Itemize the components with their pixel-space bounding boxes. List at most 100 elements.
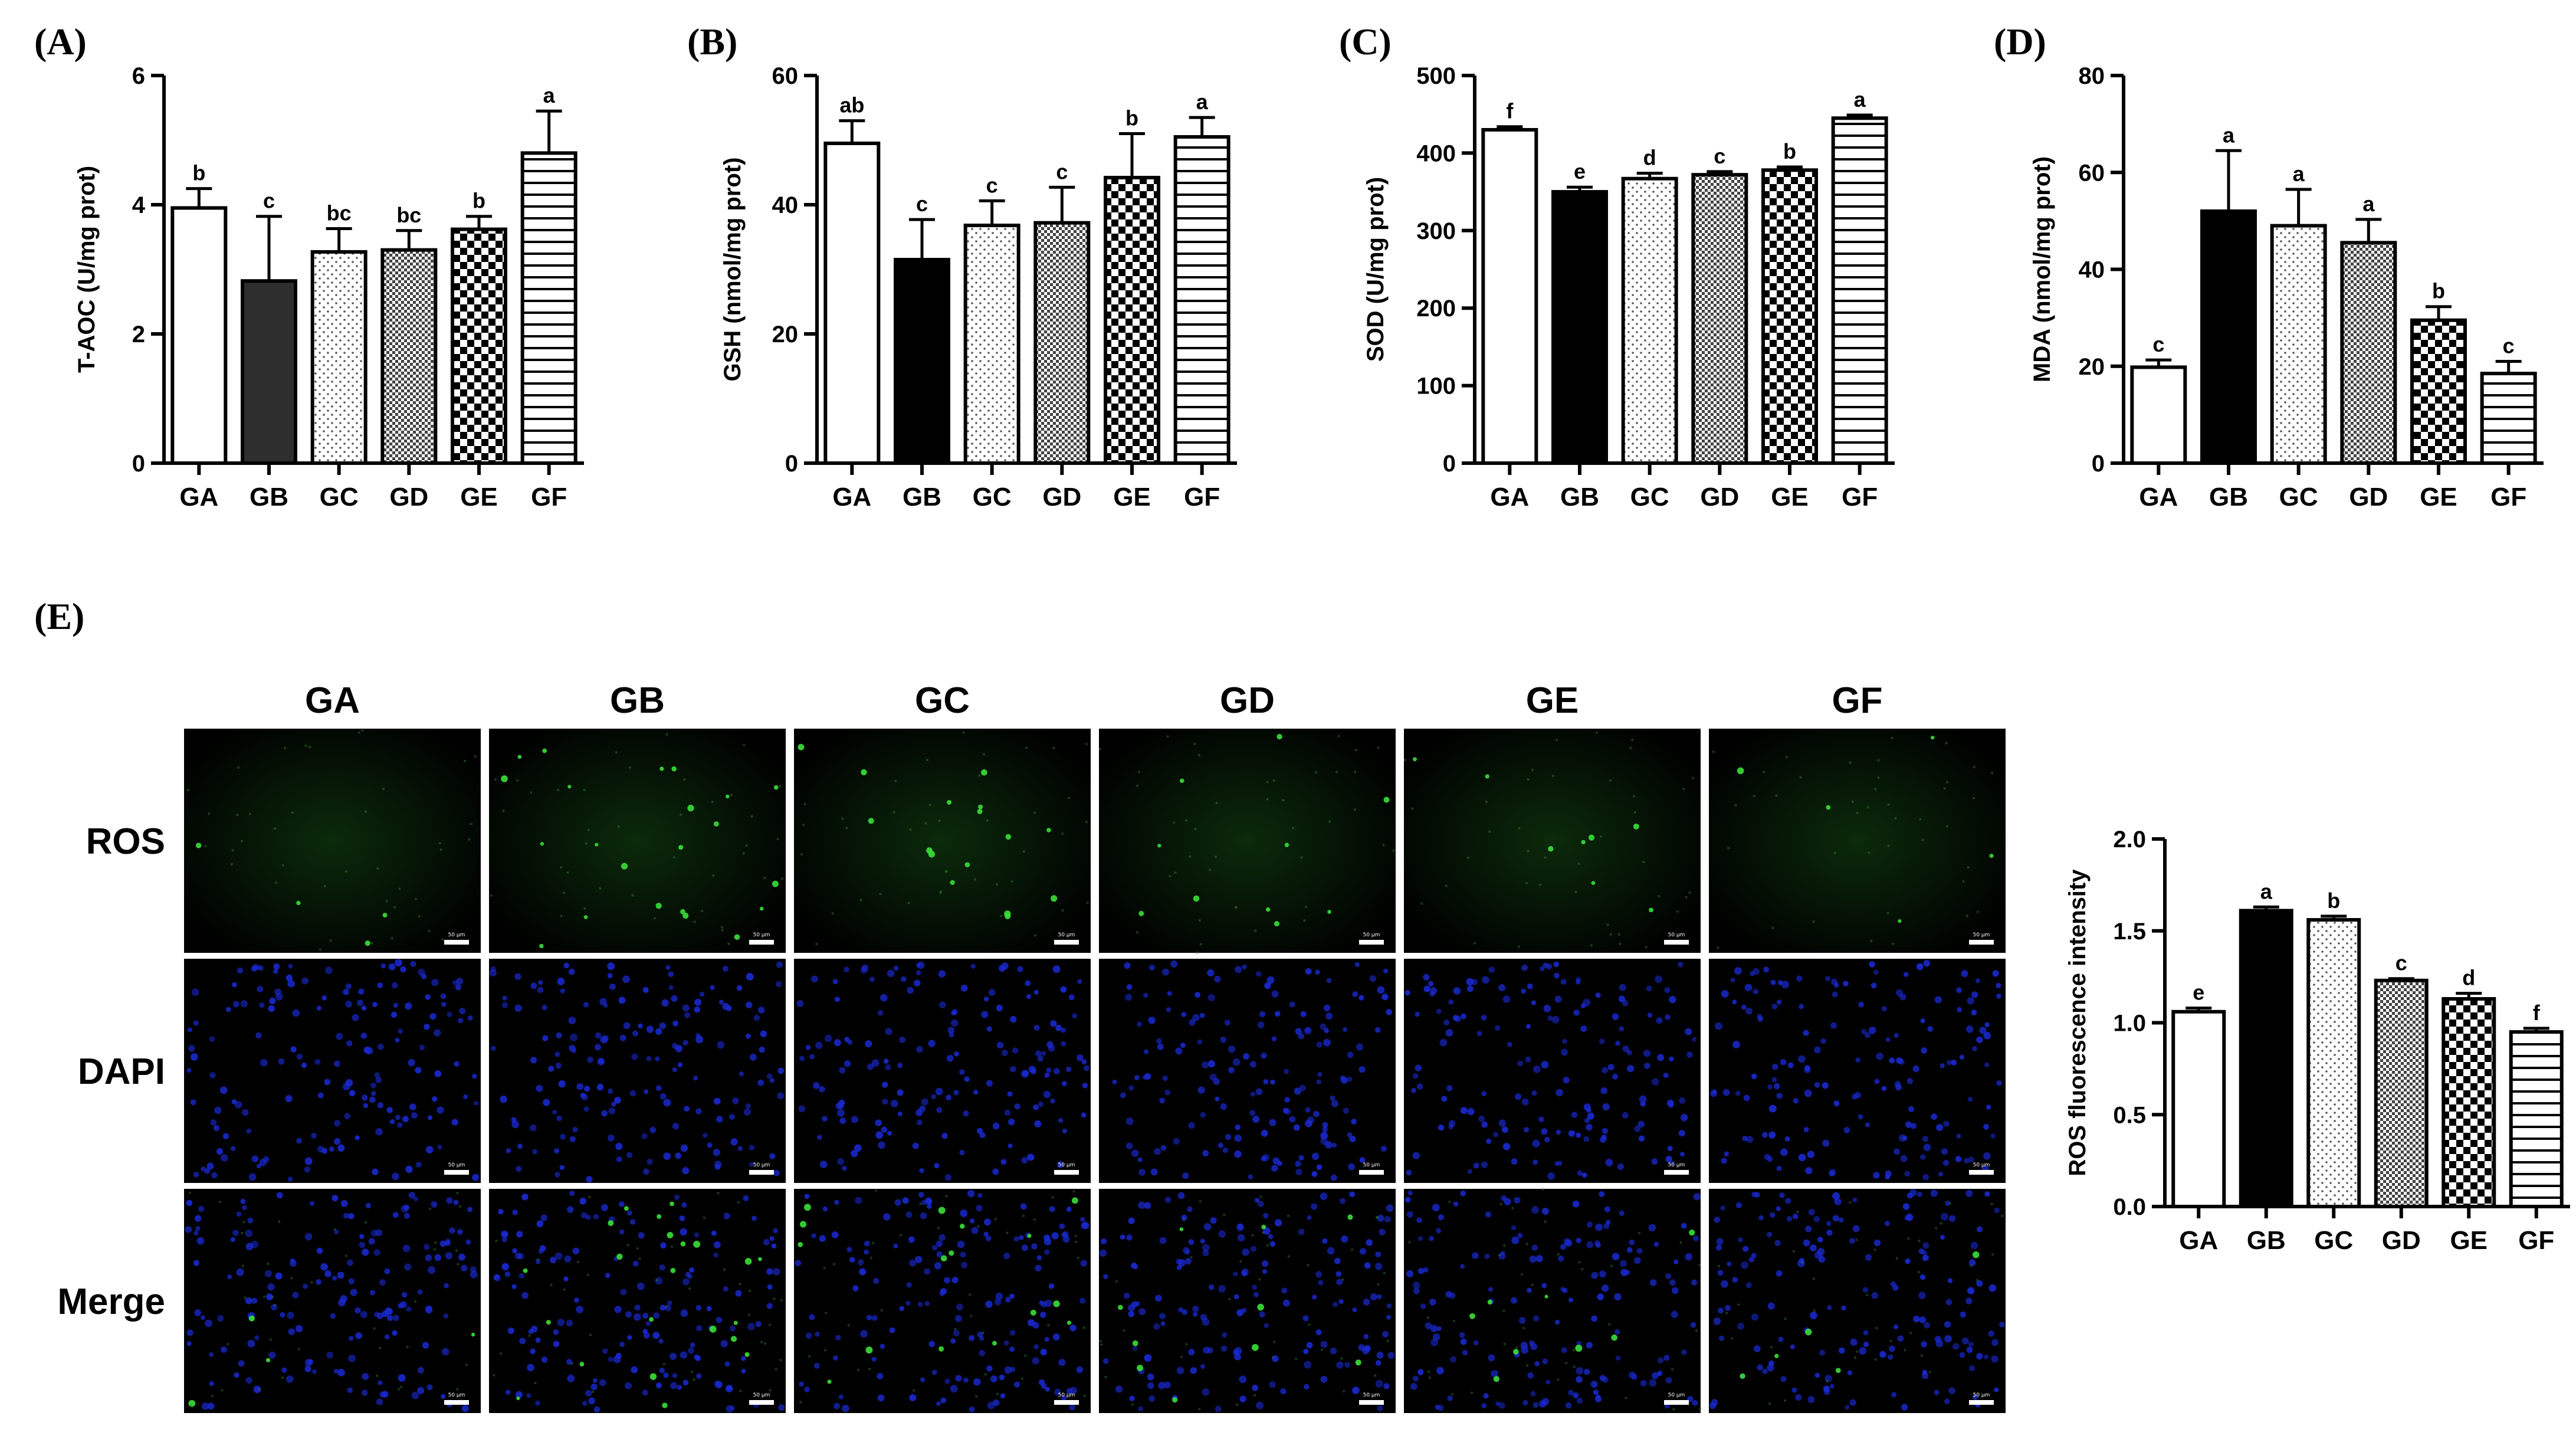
scale-bar-label: 50 μm	[1363, 1392, 1380, 1398]
column-label: GE	[1526, 680, 1579, 721]
x-tick-label: GF	[2518, 1226, 2554, 1255]
panel-label-b: (B)	[687, 21, 737, 63]
scale-bar-label: 50 μm	[1973, 1162, 1990, 1168]
scale-bar-label: 50 μm	[1668, 1392, 1685, 1398]
x-tick-label: GB	[2209, 483, 2248, 512]
micrograph-background	[1709, 1189, 2006, 1413]
column-label: GD	[1220, 680, 1275, 721]
scale-bar	[1054, 1400, 1079, 1405]
y-tick-label: 40	[2079, 257, 2105, 283]
panel-label-d: (D)	[1994, 21, 2046, 63]
significance-letter: c	[1056, 159, 1068, 183]
scale-bar	[444, 940, 469, 945]
y-axis-label: T-AOC (U/mg prot)	[74, 166, 100, 373]
column-label: GC	[915, 680, 970, 721]
y-tick-label: 0	[2092, 451, 2105, 477]
micrograph-merge-ga: 50 μm	[184, 1189, 481, 1413]
scale-bar	[1359, 940, 1384, 945]
panel-label-a: (A)	[34, 21, 87, 63]
micrograph-background	[489, 1189, 786, 1413]
y-tick-label: 4	[132, 192, 146, 218]
bar-ge	[451, 227, 507, 465]
chart-ros-intensity: 0.0 0.5 1.0 1.5 2.0 ROS fluorescence intensit…	[2065, 827, 2570, 1255]
significance-letter: bc	[327, 201, 352, 225]
micrograph-merge-gc: 50 μm	[794, 1189, 1091, 1413]
scale-bar	[749, 1400, 774, 1405]
x-tick-label: GE	[2420, 483, 2457, 512]
column-label: GB	[610, 680, 665, 721]
scale-bar	[1969, 1170, 1994, 1175]
x-tick-label: GB	[1560, 483, 1599, 512]
micrograph-merge-gf: 50 μm	[1709, 1189, 2006, 1413]
significance-letter: e	[1574, 159, 1586, 183]
bar-ga	[170, 206, 228, 465]
y-tick-label: 1.0	[2113, 1011, 2146, 1037]
x-tick-label: GF	[2490, 483, 2526, 512]
bar-gd	[1033, 221, 1091, 465]
micrograph-background	[794, 959, 1091, 1183]
micrograph-ros-ge: 50 μm	[1403, 729, 1701, 953]
y-tick-label: 0	[132, 451, 145, 477]
micrograph-ros-gf: 50 μm	[1709, 729, 2006, 953]
x-tick-label: GF	[1842, 483, 1878, 512]
x-tick-label: GF	[1184, 483, 1220, 512]
x-tick-label: GA	[1490, 483, 1529, 512]
scale-bar-label: 50 μm	[448, 1162, 465, 1168]
significance-letter: b	[2432, 279, 2445, 303]
bar-gf	[2480, 372, 2537, 465]
bar-ge	[1761, 168, 1818, 465]
significance-letter: a	[2223, 123, 2235, 147]
row-label: ROS	[86, 821, 165, 862]
y-tick-label: 60	[772, 63, 799, 89]
scale-bar	[444, 1170, 469, 1175]
y-tick-label: 6	[132, 63, 145, 89]
microscopy-grid: GA GB GC GD GE GF ROS DAPI Merge 50 μm 50 μm 50 μm 5…	[57, 680, 2006, 1413]
scale-bar	[1664, 1400, 1689, 1405]
significance-letter: f	[2533, 1001, 2541, 1025]
scale-bar-label: 50 μm	[1363, 1162, 1380, 1168]
y-tick-label: 0	[785, 451, 798, 477]
bar-gd	[1691, 173, 1748, 465]
x-tick-label: GE	[460, 483, 498, 512]
significance-letter: f	[1506, 99, 1514, 123]
significance-letter: a	[2293, 162, 2305, 186]
scale-bar-label: 50 μm	[1058, 1162, 1075, 1168]
significance-letter: a	[2362, 192, 2375, 216]
significance-letter: b	[192, 161, 205, 185]
bar-gf	[1831, 116, 1888, 465]
y-tick-label: 1.5	[2113, 919, 2146, 945]
bar-ge	[1104, 176, 1160, 465]
micrograph-background	[1709, 959, 2006, 1183]
micrograph-merge-ge: 50 μm	[1404, 1188, 1702, 1413]
x-tick-label: GD	[2349, 483, 2388, 512]
scale-bar-label: 50 μm	[753, 932, 770, 938]
y-tick-label: 100	[1416, 373, 1456, 399]
scale-bar	[1054, 940, 1079, 945]
row-label: DAPI	[78, 1051, 165, 1092]
x-tick-label: GC	[2314, 1226, 2353, 1255]
bar-ge	[2410, 318, 2467, 466]
bar-gc	[310, 250, 367, 465]
bar-gd	[2340, 241, 2397, 465]
bar-gb	[2239, 909, 2293, 1208]
bar-gb	[1551, 190, 1608, 465]
significance-letter: d	[2462, 966, 2475, 990]
y-tick-label: 60	[2079, 160, 2105, 186]
micrograph-background	[1099, 729, 1396, 953]
micrograph-merge-gd: 50 μm	[1099, 1189, 1396, 1413]
bar-ga	[2130, 365, 2187, 466]
y-tick-label: 80	[2079, 63, 2105, 89]
scale-bar-label: 50 μm	[1058, 932, 1075, 938]
scale-bar-label: 50 μm	[1973, 1392, 1990, 1398]
x-tick-label: GE	[2450, 1226, 2488, 1255]
significance-letter: c	[2152, 332, 2164, 356]
scale-bar-label: 50 μm	[448, 1392, 465, 1398]
scale-bar-label: 50 μm	[1668, 1162, 1685, 1168]
y-axis-label: ROS fluorescence intensity	[2065, 869, 2091, 1176]
significance-letter: c	[916, 192, 928, 216]
scale-bar	[1359, 1170, 1384, 1175]
significance-letter: d	[1643, 146, 1656, 170]
x-tick-label: GA	[2139, 483, 2178, 512]
bar-gd	[380, 248, 438, 465]
